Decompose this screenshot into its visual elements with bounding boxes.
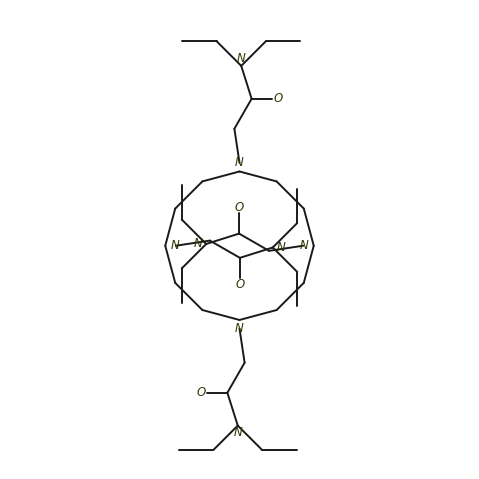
Text: O: O xyxy=(274,92,283,105)
Text: N: N xyxy=(233,426,242,439)
Text: O: O xyxy=(235,278,244,291)
Text: O: O xyxy=(196,386,205,399)
Text: N: N xyxy=(237,52,246,65)
Text: N: N xyxy=(300,239,308,252)
Text: N: N xyxy=(171,239,179,252)
Text: N: N xyxy=(235,322,244,335)
Text: N: N xyxy=(277,241,286,254)
Text: N: N xyxy=(193,238,202,251)
Text: O: O xyxy=(235,201,244,214)
Text: N: N xyxy=(235,156,244,170)
